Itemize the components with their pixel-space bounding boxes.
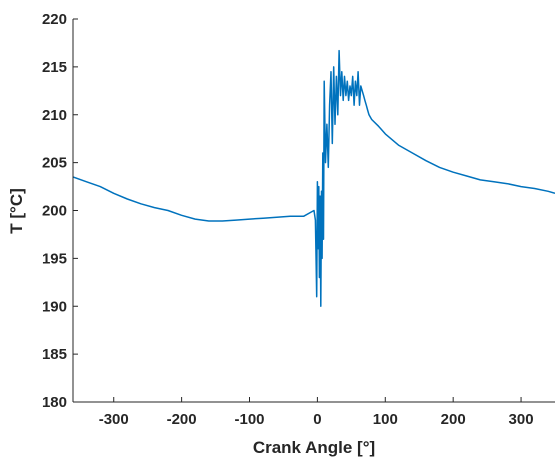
x-tick-label: 200 (441, 411, 466, 428)
x-tick-label: -200 (167, 411, 197, 428)
y-tick-label: 200 (42, 203, 67, 220)
y-tick-label: 205 (42, 155, 67, 172)
y-tick-label: 220 (42, 11, 67, 28)
y-axis-label: T [°C] (7, 188, 26, 234)
x-axis-label: Crank Angle [°] (253, 438, 375, 457)
x-tick-label: 300 (509, 411, 534, 428)
y-tick-label: 215 (42, 59, 67, 76)
x-tick-label: -100 (234, 411, 264, 428)
series-line-0 (73, 49, 555, 308)
y-tick-label: 190 (42, 298, 67, 315)
x-tick-label: -300 (99, 411, 129, 428)
y-tick-label: 210 (42, 107, 67, 124)
x-tick-label: 100 (373, 411, 398, 428)
x-axis-ticks: -300 -200 -100 0 100 200 300 (99, 397, 534, 428)
y-tick-label: 180 (42, 394, 67, 411)
x-tick-label: 0 (313, 411, 321, 428)
series-group (73, 49, 555, 308)
y-tick-label: 185 (42, 346, 67, 363)
y-axis-ticks: 180 185 190 195 200 205 210 215 220 (42, 11, 78, 411)
y-tick-label: 195 (42, 250, 67, 267)
